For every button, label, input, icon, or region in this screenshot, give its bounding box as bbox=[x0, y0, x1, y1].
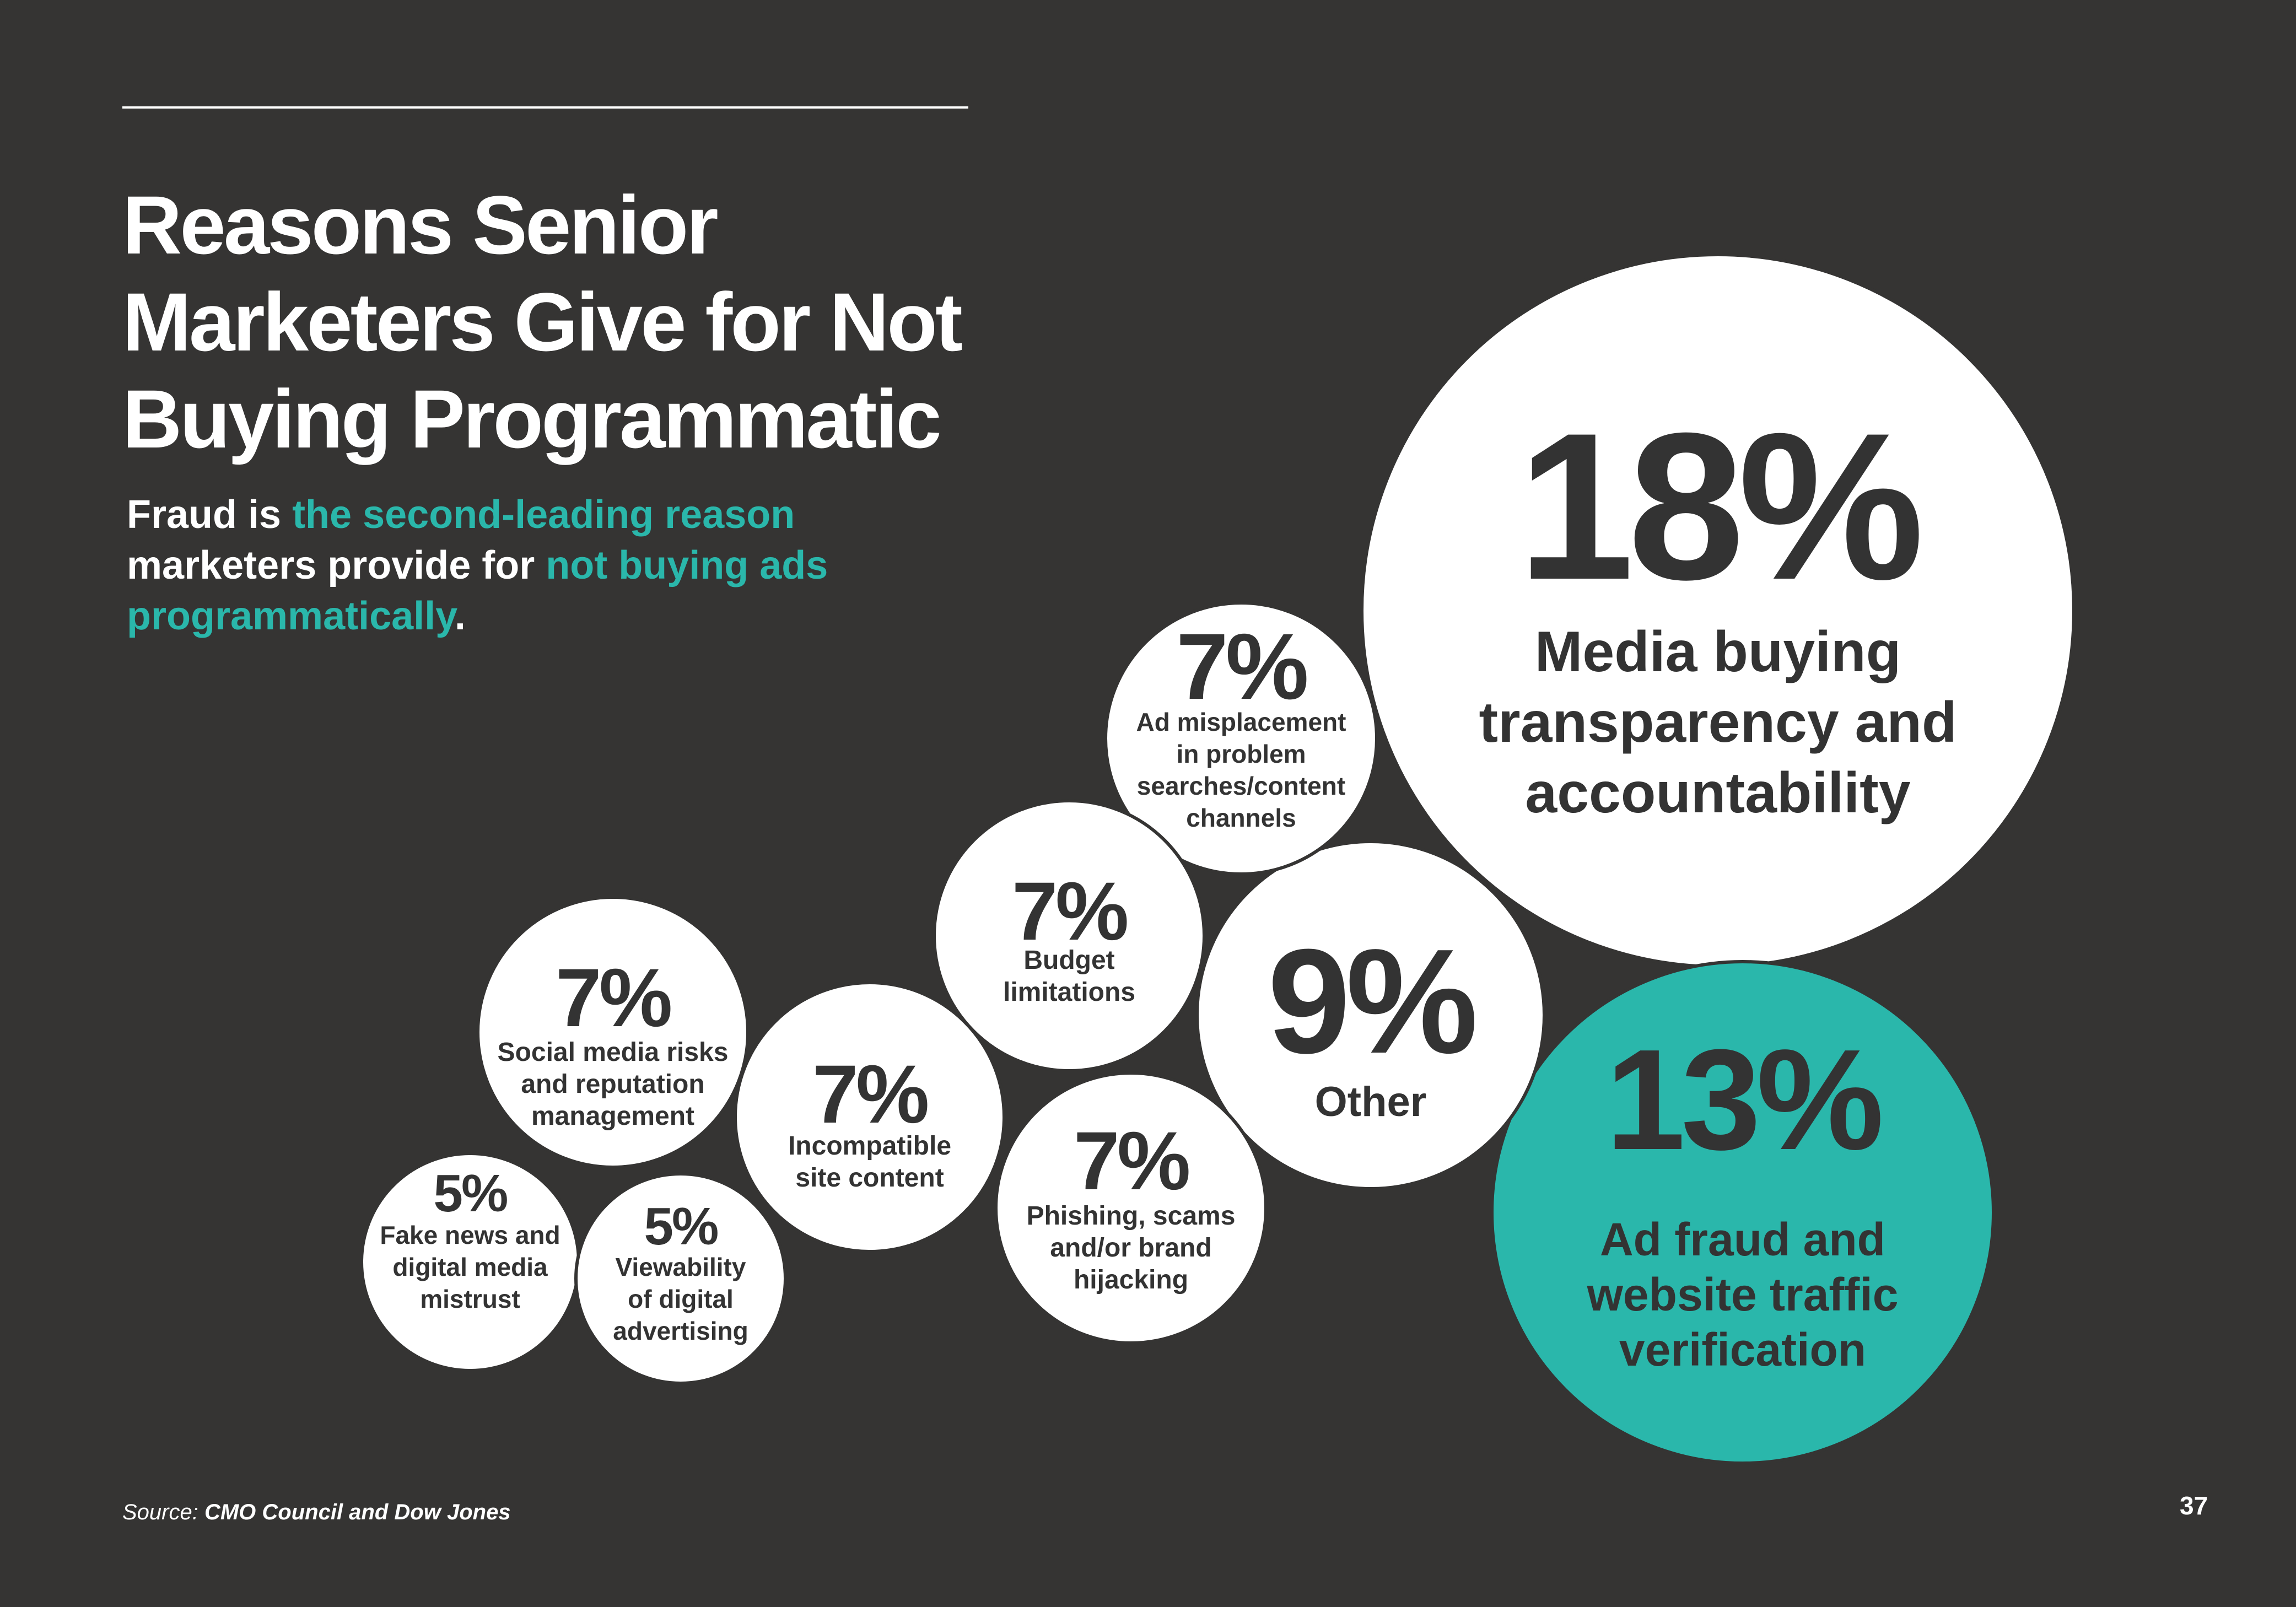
bubble-category-label: site content bbox=[795, 1163, 944, 1193]
bubble-percent-label: 5% bbox=[644, 1197, 718, 1256]
bubble-category-label: Media buying bbox=[1535, 620, 1901, 684]
bubble-category-label: transparency and bbox=[1479, 691, 1957, 754]
bubble-category-label: digital media bbox=[392, 1253, 548, 1281]
bubble-category-label: Ad fraud and bbox=[1600, 1214, 1885, 1265]
bubble-category-label: accountability bbox=[1525, 761, 1910, 825]
bubble-budget: 7%Budget limitations bbox=[933, 799, 1206, 1072]
bubble-category-label: Budget bbox=[1023, 946, 1114, 975]
bubble-category-label: in problem bbox=[1176, 740, 1306, 768]
subtitle: Fraud is the second-leading reason marke… bbox=[127, 489, 1064, 641]
subtitle-text-2: marketers provide for bbox=[127, 543, 546, 587]
bubble-circle bbox=[1195, 840, 1546, 1190]
source-note: Source: CMO Council and Dow Jones bbox=[122, 1500, 511, 1525]
bubble-percent-label: 9% bbox=[1268, 919, 1476, 1085]
bubble-category-label: Social media risks bbox=[498, 1038, 729, 1067]
bubble-category-label: and reputation bbox=[521, 1070, 704, 1099]
source-label: Source: bbox=[122, 1500, 204, 1524]
bubble-media-buying: 18%Media buying transparency and accountab… bbox=[1360, 253, 2076, 968]
bubble-circle bbox=[1104, 601, 1378, 876]
bubble-category-label: Phishing, scams bbox=[1027, 1201, 1236, 1231]
bubble-percent-label: 13% bbox=[1606, 1020, 1882, 1180]
bubble-circle bbox=[734, 981, 1006, 1253]
page-title: Reasons Senior Marketers Give for Not Bu… bbox=[122, 176, 1114, 467]
bubble-category-label: Incompatible bbox=[788, 1131, 951, 1161]
bubble-fake-news-and: 5%Fake news and digital media mistrust bbox=[360, 1152, 580, 1372]
bubble-category-label: Other bbox=[1315, 1078, 1427, 1125]
bubble-circle bbox=[574, 1172, 787, 1385]
bubble-percent-label: 7% bbox=[1074, 1114, 1189, 1207]
bubble-percent-label: 5% bbox=[434, 1164, 508, 1223]
subtitle-text-1: Fraud is bbox=[127, 493, 293, 537]
page-number: 37 bbox=[2180, 1491, 2208, 1520]
bubble-percent-label: 7% bbox=[556, 951, 671, 1044]
bubble-circle bbox=[476, 896, 750, 1169]
top-rule bbox=[122, 106, 968, 109]
title-line-2: Marketers Give for Not bbox=[122, 276, 963, 368]
bubble-percent-label: 7% bbox=[1176, 614, 1306, 719]
bubble-circle bbox=[994, 1071, 1268, 1345]
bubble-category-label: Ad misplacement bbox=[1136, 708, 1346, 736]
bubble-social-media-risks: 7%Social media risks and reputation manage… bbox=[476, 896, 750, 1169]
bubble-viewability: 5%Viewability of digital advertising bbox=[574, 1172, 787, 1385]
bubble-category-label: mistrust bbox=[420, 1285, 520, 1313]
bubble-percent-label: 7% bbox=[812, 1048, 928, 1140]
bubble-percent-label: 7% bbox=[1012, 865, 1127, 957]
title-line-3: Buying Programmatic bbox=[122, 373, 942, 465]
subtitle-end: . bbox=[454, 594, 466, 638]
bubble-category-label: hijacking bbox=[1074, 1265, 1188, 1295]
bubble-circle bbox=[933, 799, 1206, 1072]
bubble-category-label: Fake news and bbox=[380, 1221, 560, 1249]
bubble-other: 9%Other bbox=[1195, 840, 1546, 1190]
bubble-category-label: website traffic bbox=[1587, 1269, 1899, 1320]
title-line-1: Reasons Senior bbox=[122, 179, 719, 271]
subtitle-highlight-1: the second-leading reason bbox=[292, 493, 795, 537]
source-text: CMO Council and Dow Jones bbox=[204, 1500, 511, 1524]
bubble-category-label: limitations bbox=[1003, 978, 1135, 1007]
bubble-percent-label: 18% bbox=[1518, 389, 1921, 623]
bubble-category-label: searches/content bbox=[1137, 772, 1345, 800]
bubble-category-label: management bbox=[531, 1102, 694, 1131]
bubble-category-label: Viewability bbox=[616, 1253, 746, 1281]
bubble-category-label: and/or brand bbox=[1050, 1233, 1211, 1263]
bubble-category-label: of digital bbox=[628, 1285, 734, 1313]
bubble-category-label: verification bbox=[1619, 1324, 1866, 1376]
subtitle-highlight-2: not buying ads programmatically bbox=[127, 543, 828, 638]
bubble-category-label: advertising bbox=[613, 1317, 748, 1345]
bubble-ad-misplacement: 7%Ad misplacement in problem searches/cont… bbox=[1104, 601, 1378, 876]
bubble-category-label: channels bbox=[1186, 804, 1296, 832]
bubble-circle bbox=[1490, 960, 1995, 1465]
